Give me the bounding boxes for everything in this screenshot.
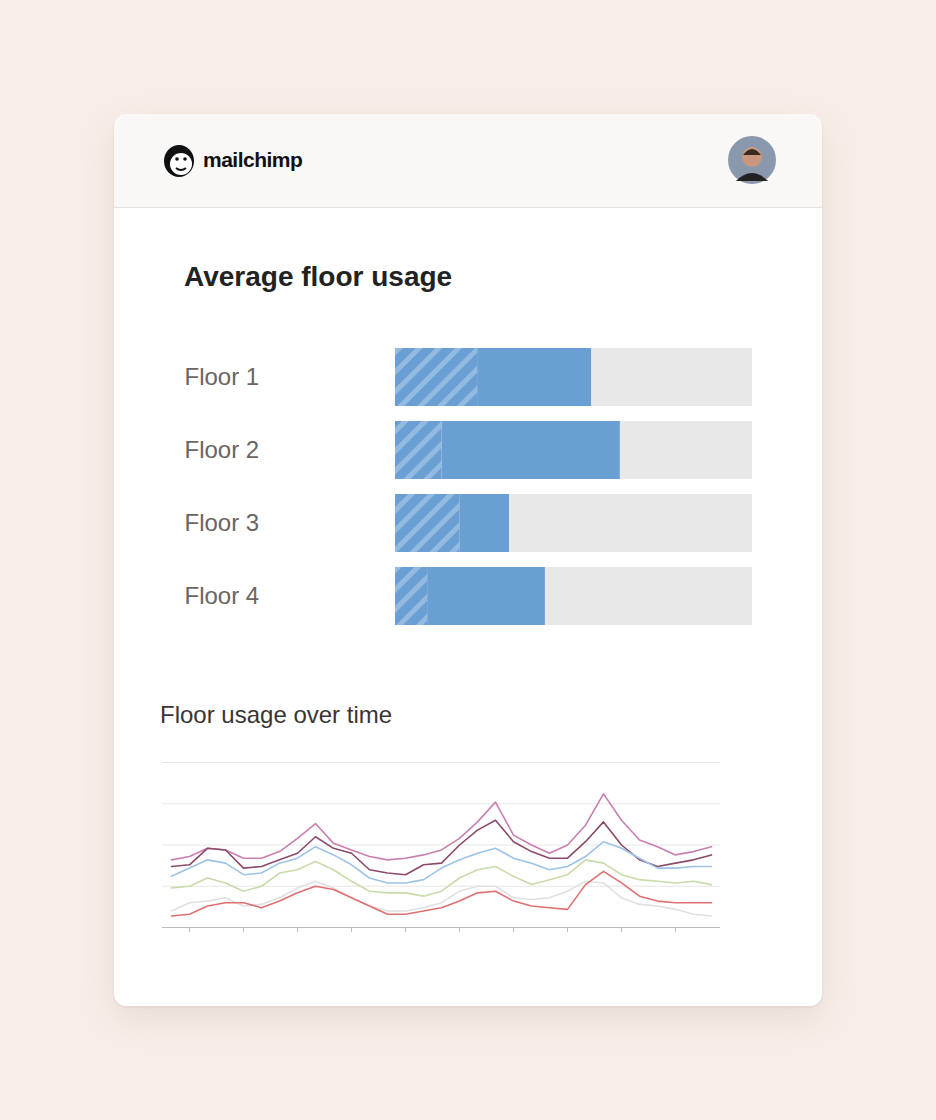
svg-text:Floor 4: Floor 4 [185,582,260,609]
html-text:Floor usage over time: Floor usage over time [160,701,393,728]
svg-text:Floor 1: Floor 1 [185,363,260,390]
svg-text:Floor 3: Floor 3 [185,509,260,536]
svg-text:Floor 2: Floor 2 [185,436,260,463]
html-text:Average floor usage: Average floor usage [184,261,453,292]
html-text:mailchimp: mailchimp [203,148,303,171]
